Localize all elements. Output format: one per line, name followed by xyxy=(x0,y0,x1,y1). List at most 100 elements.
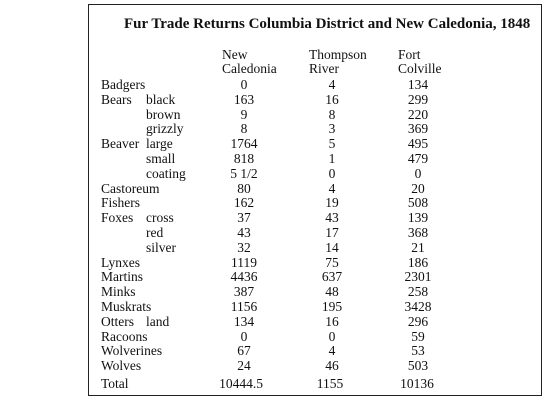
cell-thompson-river: 48 xyxy=(325,284,339,300)
cell-new-caledonia: 0 xyxy=(240,77,248,92)
column-header-new-caledonia: New Caledonia xyxy=(222,48,277,76)
table-row: Muskrats 1156 195 3428 xyxy=(0,299,550,314)
cell-thompson-river: 16 xyxy=(325,313,339,329)
column-header-line: Caledonia xyxy=(222,61,277,76)
cell-new-caledonia: 32 xyxy=(237,239,251,255)
table-row: silver 32 14 21 xyxy=(0,240,550,255)
cell-fort-colville: 495 xyxy=(407,136,429,152)
cell-fort-colville: 186 xyxy=(407,254,429,270)
cell-fort-colville: 53 xyxy=(411,343,425,359)
cell-new-caledonia: 1119 xyxy=(231,254,257,270)
cell-new-caledonia: 67 xyxy=(237,343,251,359)
cell-fort-colville: 59 xyxy=(411,328,425,344)
cell-fort-colville: 479 xyxy=(407,151,429,166)
row-category: Badgers xyxy=(101,77,146,92)
table-row: brown 9 8 220 xyxy=(0,107,550,122)
table-row: Bears black 163 16 299 xyxy=(0,92,550,107)
row-subcategory: coating xyxy=(146,165,186,181)
column-header-line: New xyxy=(222,47,248,62)
table-row: Racoons 0 0 59 xyxy=(0,329,550,344)
table-row: Martins 4436 637 2301 xyxy=(0,269,550,284)
table-row: small 818 1 479 xyxy=(0,151,550,166)
cell-new-caledonia: 24 xyxy=(237,358,251,374)
row-category: Foxes xyxy=(101,210,134,226)
row-category: Martins xyxy=(101,269,143,285)
cell-new-caledonia: 80 xyxy=(237,180,251,196)
table-row: grizzly 8 3 369 xyxy=(0,121,550,136)
table-row: Lynxes 1119 75 186 xyxy=(0,255,550,270)
cell-new-caledonia: 43 xyxy=(237,225,251,240)
cell-fort-colville: 369 xyxy=(407,121,429,137)
cell-fort-colville: 0 xyxy=(414,165,422,181)
table-row: Beaver large 1764 5 495 xyxy=(0,136,550,151)
table-row: red 43 17 368 xyxy=(0,225,550,240)
total-row: Total 10444.5 1155 10136 xyxy=(0,376,550,391)
table-row: Wolverines 67 4 53 xyxy=(0,343,550,358)
total-label: Total xyxy=(101,376,129,391)
row-category: Minks xyxy=(101,284,136,300)
cell-fort-colville: 508 xyxy=(407,195,429,211)
row-category: Fishers xyxy=(101,195,141,211)
cell-thompson-river: 75 xyxy=(325,254,339,270)
row-category: Racoons xyxy=(101,328,148,344)
cell-fort-colville: 299 xyxy=(407,91,429,107)
table-frame xyxy=(88,4,542,396)
cell-thompson-river: 4 xyxy=(328,77,336,92)
table-row: Fishers 162 19 508 xyxy=(0,195,550,210)
cell-new-caledonia: 162 xyxy=(233,195,255,211)
row-category: Wolverines xyxy=(101,343,163,359)
cell-thompson-river: 17 xyxy=(325,225,339,240)
cell-new-caledonia: 8 xyxy=(240,121,248,137)
total-thompson-river: 1155 xyxy=(316,376,344,391)
cell-new-caledonia: 5 1/2 xyxy=(230,165,258,181)
cell-new-caledonia: 37 xyxy=(237,210,251,226)
cell-fort-colville: 503 xyxy=(407,358,429,374)
cell-thompson-river: 43 xyxy=(325,210,339,226)
cell-new-caledonia: 818 xyxy=(233,151,255,166)
table-row: Minks 387 48 258 xyxy=(0,284,550,299)
column-header-line: Thompson xyxy=(309,47,367,62)
row-subcategory: brown xyxy=(146,106,181,122)
column-header-fort-colville: Fort Colville xyxy=(398,48,442,76)
cell-thompson-river: 0 xyxy=(328,165,336,181)
column-header-line: Fort xyxy=(398,47,421,62)
cell-thompson-river: 8 xyxy=(328,106,336,122)
cell-thompson-river: 16 xyxy=(325,91,339,107)
table-row: coating 5 1/2 0 0 xyxy=(0,166,550,181)
row-category: Bears xyxy=(101,91,132,107)
cell-fort-colville: 139 xyxy=(407,210,429,226)
cell-new-caledonia: 134 xyxy=(233,313,255,329)
cell-thompson-river: 195 xyxy=(321,299,343,314)
cell-thompson-river: 0 xyxy=(328,328,336,344)
table-title: Fur Trade Returns Columbia District and … xyxy=(124,16,531,32)
table-row: Foxes cross 37 43 139 xyxy=(0,210,550,225)
row-category: Lynxes xyxy=(101,254,140,270)
table-row: Castoreum 80 4 20 xyxy=(0,181,550,196)
row-category: Muskrats xyxy=(101,299,152,314)
row-category: Otters xyxy=(101,313,134,329)
cell-new-caledonia: 4436 xyxy=(230,269,258,285)
total-new-caledonia: 10444.5 xyxy=(219,376,263,391)
cell-fort-colville: 3428 xyxy=(404,299,432,314)
cell-fort-colville: 296 xyxy=(407,313,429,329)
row-subcategory: small xyxy=(146,151,176,166)
row-subcategory: grizzly xyxy=(146,121,184,137)
row-subcategory: silver xyxy=(146,239,176,255)
column-header-thompson-river: Thompson River xyxy=(309,48,367,76)
table-row: Wolves 24 46 503 xyxy=(0,358,550,373)
row-subcategory: black xyxy=(146,91,176,107)
cell-fort-colville: 134 xyxy=(407,77,429,92)
cell-fort-colville: 20 xyxy=(411,180,425,196)
cell-new-caledonia: 387 xyxy=(233,284,255,300)
cell-new-caledonia: 1156 xyxy=(230,299,258,314)
row-subcategory: cross xyxy=(146,210,174,226)
cell-new-caledonia: 163 xyxy=(233,91,255,107)
column-header-line: River xyxy=(309,61,339,76)
column-header-line: Colville xyxy=(398,61,442,76)
cell-thompson-river: 19 xyxy=(325,195,339,211)
table-row: Otters land 134 16 296 xyxy=(0,314,550,329)
total-fort-colville: 10136 xyxy=(400,376,434,391)
cell-new-caledonia: 9 xyxy=(240,106,248,122)
cell-thompson-river: 1 xyxy=(328,151,336,166)
cell-thompson-river: 4 xyxy=(328,180,336,196)
